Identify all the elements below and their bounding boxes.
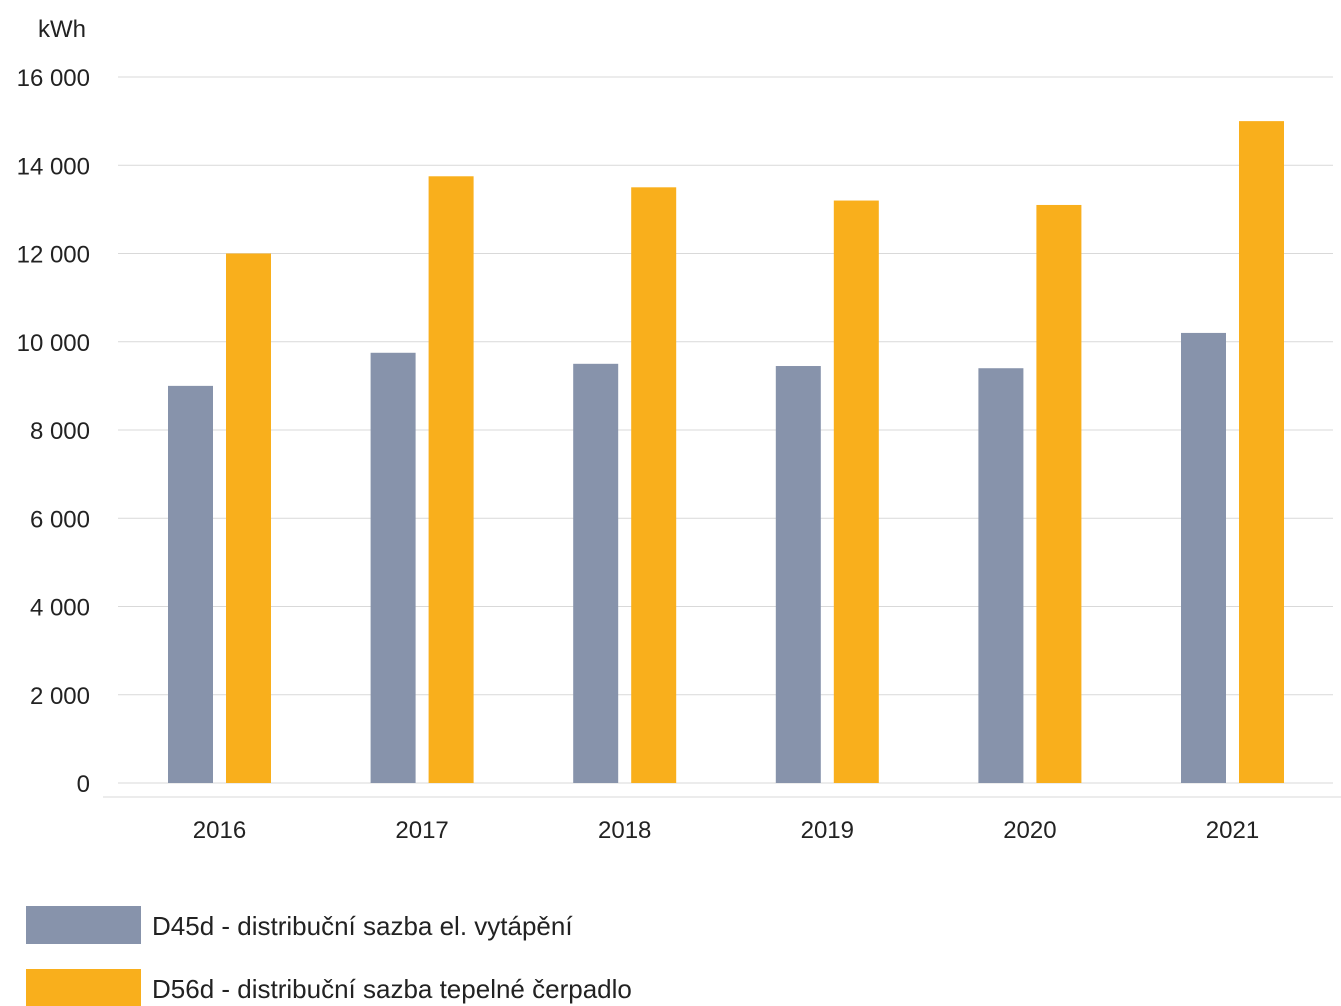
gridlines [103, 76, 1341, 798]
bar-d45d-2017 [370, 352, 416, 783]
bar-d45d-2019 [775, 366, 821, 783]
x-tick-label: 2019 [801, 817, 854, 844]
legend: D45d - distribuční sazba el. vytápění D56… [26, 906, 632, 1006]
bar-d45d-2016 [168, 385, 213, 783]
legend-swatch [26, 906, 141, 944]
x-tick-label: 2018 [598, 817, 651, 844]
y-tick-label: 4 000 [30, 595, 90, 622]
y-tick-label: 0 [77, 771, 90, 798]
bar-d56d-2016 [226, 253, 271, 783]
y-tick-label: 16 000 [17, 65, 90, 92]
legend-label: D56d - distribuční sazba tepelné čerpadl… [152, 974, 632, 1004]
x-tick-label: 2016 [193, 817, 246, 844]
bar-d56d-2021 [1239, 121, 1284, 783]
bar-d45d-2018 [573, 363, 619, 783]
y-tick-label: 2 000 [30, 683, 90, 710]
x-tick-label: 2017 [395, 817, 448, 844]
legend-label: D45d - distribuční sazba el. vytápění [152, 911, 573, 941]
y-tick-label: 14 000 [17, 153, 90, 180]
y-tick-label: 12 000 [17, 242, 90, 269]
y-tick-label: 8 000 [30, 418, 90, 445]
bar-d56d-2017 [428, 176, 474, 783]
bars [168, 121, 1284, 784]
y-tick-label: 10 000 [17, 330, 90, 357]
bar-d45d-2020 [978, 368, 1024, 783]
bar-d56d-2020 [1036, 204, 1082, 783]
x-tick-label: 2021 [1206, 817, 1259, 844]
x-axis-tick-labels: 2016 2017 2018 2019 2020 2021 [193, 817, 1259, 844]
y-axis-unit-label: kWh [38, 16, 86, 43]
y-tick-label: 6 000 [30, 506, 90, 533]
y-axis-tick-labels: 0 2 000 4 000 6 000 8 000 10 000 12 000 14 000 1… [17, 65, 90, 798]
bar-d56d-2018 [631, 187, 677, 783]
legend-swatch [26, 969, 141, 1006]
x-tick-label: 2020 [1003, 817, 1056, 844]
bar-d45d-2021 [1181, 332, 1226, 783]
bar-d56d-2019 [833, 200, 879, 784]
